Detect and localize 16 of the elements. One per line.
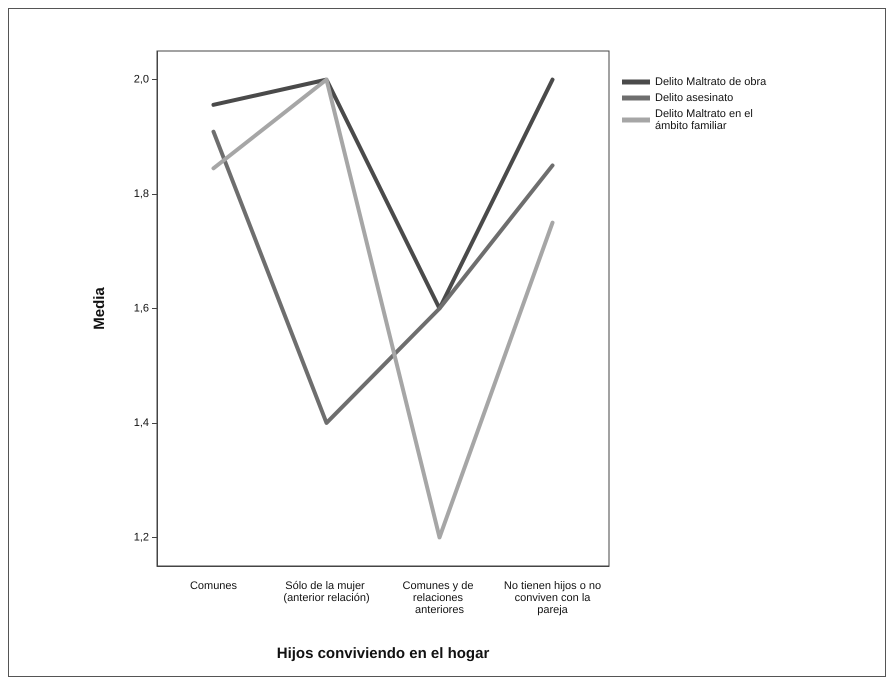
y-tick-label: 1,2 bbox=[134, 531, 149, 544]
line-series bbox=[212, 130, 554, 425]
line-series bbox=[212, 78, 554, 540]
y-tick-label: 2,0 bbox=[134, 74, 149, 86]
x-tick-label: Comunes y de relaciones anteriores bbox=[402, 580, 476, 616]
x-axis-title: Hijos conviviendo en el hogar bbox=[276, 645, 490, 662]
legend-label: Delito Maltrato de obra bbox=[655, 76, 768, 88]
y-tick-label: 1,4 bbox=[134, 416, 149, 429]
legend-label: Delito asesinato bbox=[655, 92, 734, 104]
x-tick-label: Sólo de la mujer (anterior relación) bbox=[283, 580, 370, 604]
legend-label: Delito Maltrato en el ámbito familiar bbox=[655, 108, 756, 132]
y-axis-title: Media bbox=[91, 286, 108, 330]
x-tick-label: No tienen hijos o no conviven con la pareja bbox=[504, 580, 602, 616]
y-tick-label: 1,8 bbox=[134, 188, 149, 200]
x-tick-label: Comunes bbox=[190, 580, 238, 592]
y-tick-label: 1,6 bbox=[134, 302, 149, 314]
